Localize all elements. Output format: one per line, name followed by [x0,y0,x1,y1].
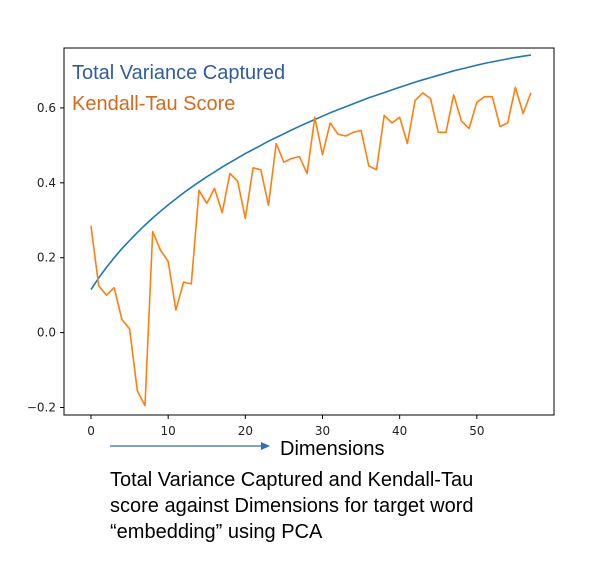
y-tick-label: −0.2 [27,401,56,415]
x-axis-arrow [110,442,270,450]
kendall-tau-line [90,86,532,407]
plot-frame [63,47,555,416]
x-axis-label: Dimensions [280,438,384,460]
x-axis: 0 10 20 30 40 50 [87,415,484,438]
y-tick-label: 0.0 [37,326,56,340]
total-variance-line [90,54,532,290]
legend-entry-kendall-tau: Kendall-Tau Score [72,93,235,115]
y-tick-label: 0.2 [37,251,56,265]
y-axis: −0.2 0.0 0.2 0.4 0.6 [27,101,64,415]
legend-entry-total-variance: Total Variance Captured [72,62,285,84]
y-tick-label: 0.4 [37,176,56,190]
series-lines [90,54,532,407]
x-tick-label: 20 [238,424,253,438]
caption-line: score against Dimensions for target word [110,495,474,517]
x-tick-label: 0 [87,424,95,438]
figure-caption: Total Variance Captured and Kendall-Tau … [110,467,580,545]
x-tick-label: 50 [469,424,484,438]
x-tick-label: 30 [315,424,330,438]
caption-line: “embedding” using PCA [110,521,323,543]
x-tick-label: 40 [392,424,407,438]
x-tick-label: 10 [161,424,176,438]
caption-line: Total Variance Captured and Kendall-Tau [110,469,474,491]
y-tick-label: 0.6 [37,101,56,115]
